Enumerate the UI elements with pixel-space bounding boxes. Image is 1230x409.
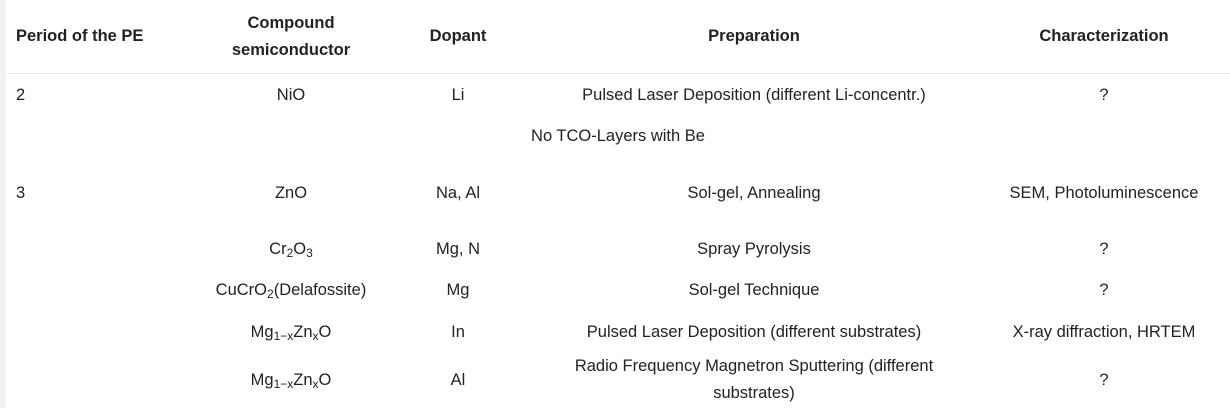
cell-preparation: Pulsed Laser Deposition (different Li-co… [530, 74, 978, 117]
cell-preparation: Spray Pyrolysis [530, 230, 978, 268]
formula-subscript: 1−x [274, 329, 294, 343]
cell-preparation: Pulsed Laser Deposition (different subst… [530, 313, 978, 351]
formula-part: O [319, 371, 332, 389]
table-body: 2 NiO Li Pulsed Laser Deposition (differ… [6, 74, 1230, 409]
cell-period [6, 230, 196, 268]
cell-dopant: Na, Al [386, 156, 530, 230]
cell-dopant: Al [386, 351, 530, 409]
cell-note: No TCO-Layers with Be [6, 116, 1230, 156]
cell-preparation: Sol-gel, Annealing [530, 156, 978, 230]
table-row: 2 NiO Li Pulsed Laser Deposition (differ… [6, 74, 1230, 117]
cell-characterization: ? [978, 230, 1230, 268]
header-compound: Compound semiconductor [196, 0, 386, 74]
cell-period [6, 268, 196, 313]
table-row: Cr2O3 Mg, N Spray Pyrolysis ? [6, 230, 1230, 268]
cell-dopant: Li [386, 74, 530, 117]
cell-compound: Cr2O3 [196, 230, 386, 268]
formula-subscript: 1−x [274, 377, 294, 391]
table-row: 3 ZnO Na, Al Sol-gel, Annealing SEM, Pho… [6, 156, 1230, 230]
formula-part: Zn [293, 371, 312, 389]
formula-part: O [293, 240, 306, 258]
formula-part: CuCrO [216, 281, 267, 299]
cell-characterization: ? [978, 351, 1230, 409]
cell-characterization: SEM, Photoluminescence [978, 156, 1230, 230]
header-dopant: Dopant [386, 0, 530, 74]
cell-compound: Mg1−xZnxO [196, 351, 386, 409]
cell-compound: NiO [196, 74, 386, 117]
formula-part: Zn [293, 323, 312, 341]
cell-compound: Mg1−xZnxO [196, 313, 386, 351]
cell-period: 3 [6, 156, 196, 230]
formula-part: O [319, 323, 332, 341]
cell-characterization: ? [978, 74, 1230, 117]
cell-period [6, 313, 196, 351]
cell-characterization: ? [978, 268, 1230, 313]
header-period: Period of the PE [6, 0, 196, 74]
cell-preparation: Radio Frequency Magnetron Sputtering (di… [530, 351, 978, 409]
cell-dopant: Mg [386, 268, 530, 313]
header-preparation: Preparation [530, 0, 978, 74]
table-row-note: No TCO-Layers with Be [6, 116, 1230, 156]
cell-preparation: Sol-gel Technique [530, 268, 978, 313]
cell-characterization: X-ray diffraction, HRTEM [978, 313, 1230, 351]
formula-subscript: 2 [267, 287, 274, 301]
cell-dopant: Mg, N [386, 230, 530, 268]
cell-period [6, 351, 196, 409]
cell-compound: ZnO [196, 156, 386, 230]
table-row: Mg1−xZnxO In Pulsed Laser Deposition (di… [6, 313, 1230, 351]
formula-part: Mg [251, 371, 274, 389]
header-characterization: Characterization [978, 0, 1230, 74]
table-row: CuCrO2(Delafossite) Mg Sol-gel Technique… [6, 268, 1230, 313]
header-row: Period of the PE Compound semiconductor … [6, 0, 1230, 74]
formula-part: Mg [251, 323, 274, 341]
formula-part: Cr [269, 240, 286, 258]
dopant-table: Period of the PE Compound semiconductor … [6, 0, 1230, 409]
table-row: Mg1−xZnxO Al Radio Frequency Magnetron S… [6, 351, 1230, 409]
formula-part: (Delafossite) [274, 281, 367, 299]
cell-compound: CuCrO2(Delafossite) [196, 268, 386, 313]
table-header: Period of the PE Compound semiconductor … [6, 0, 1230, 74]
cell-dopant: In [386, 313, 530, 351]
cell-period: 2 [6, 74, 196, 117]
formula-subscript: 3 [306, 246, 313, 260]
